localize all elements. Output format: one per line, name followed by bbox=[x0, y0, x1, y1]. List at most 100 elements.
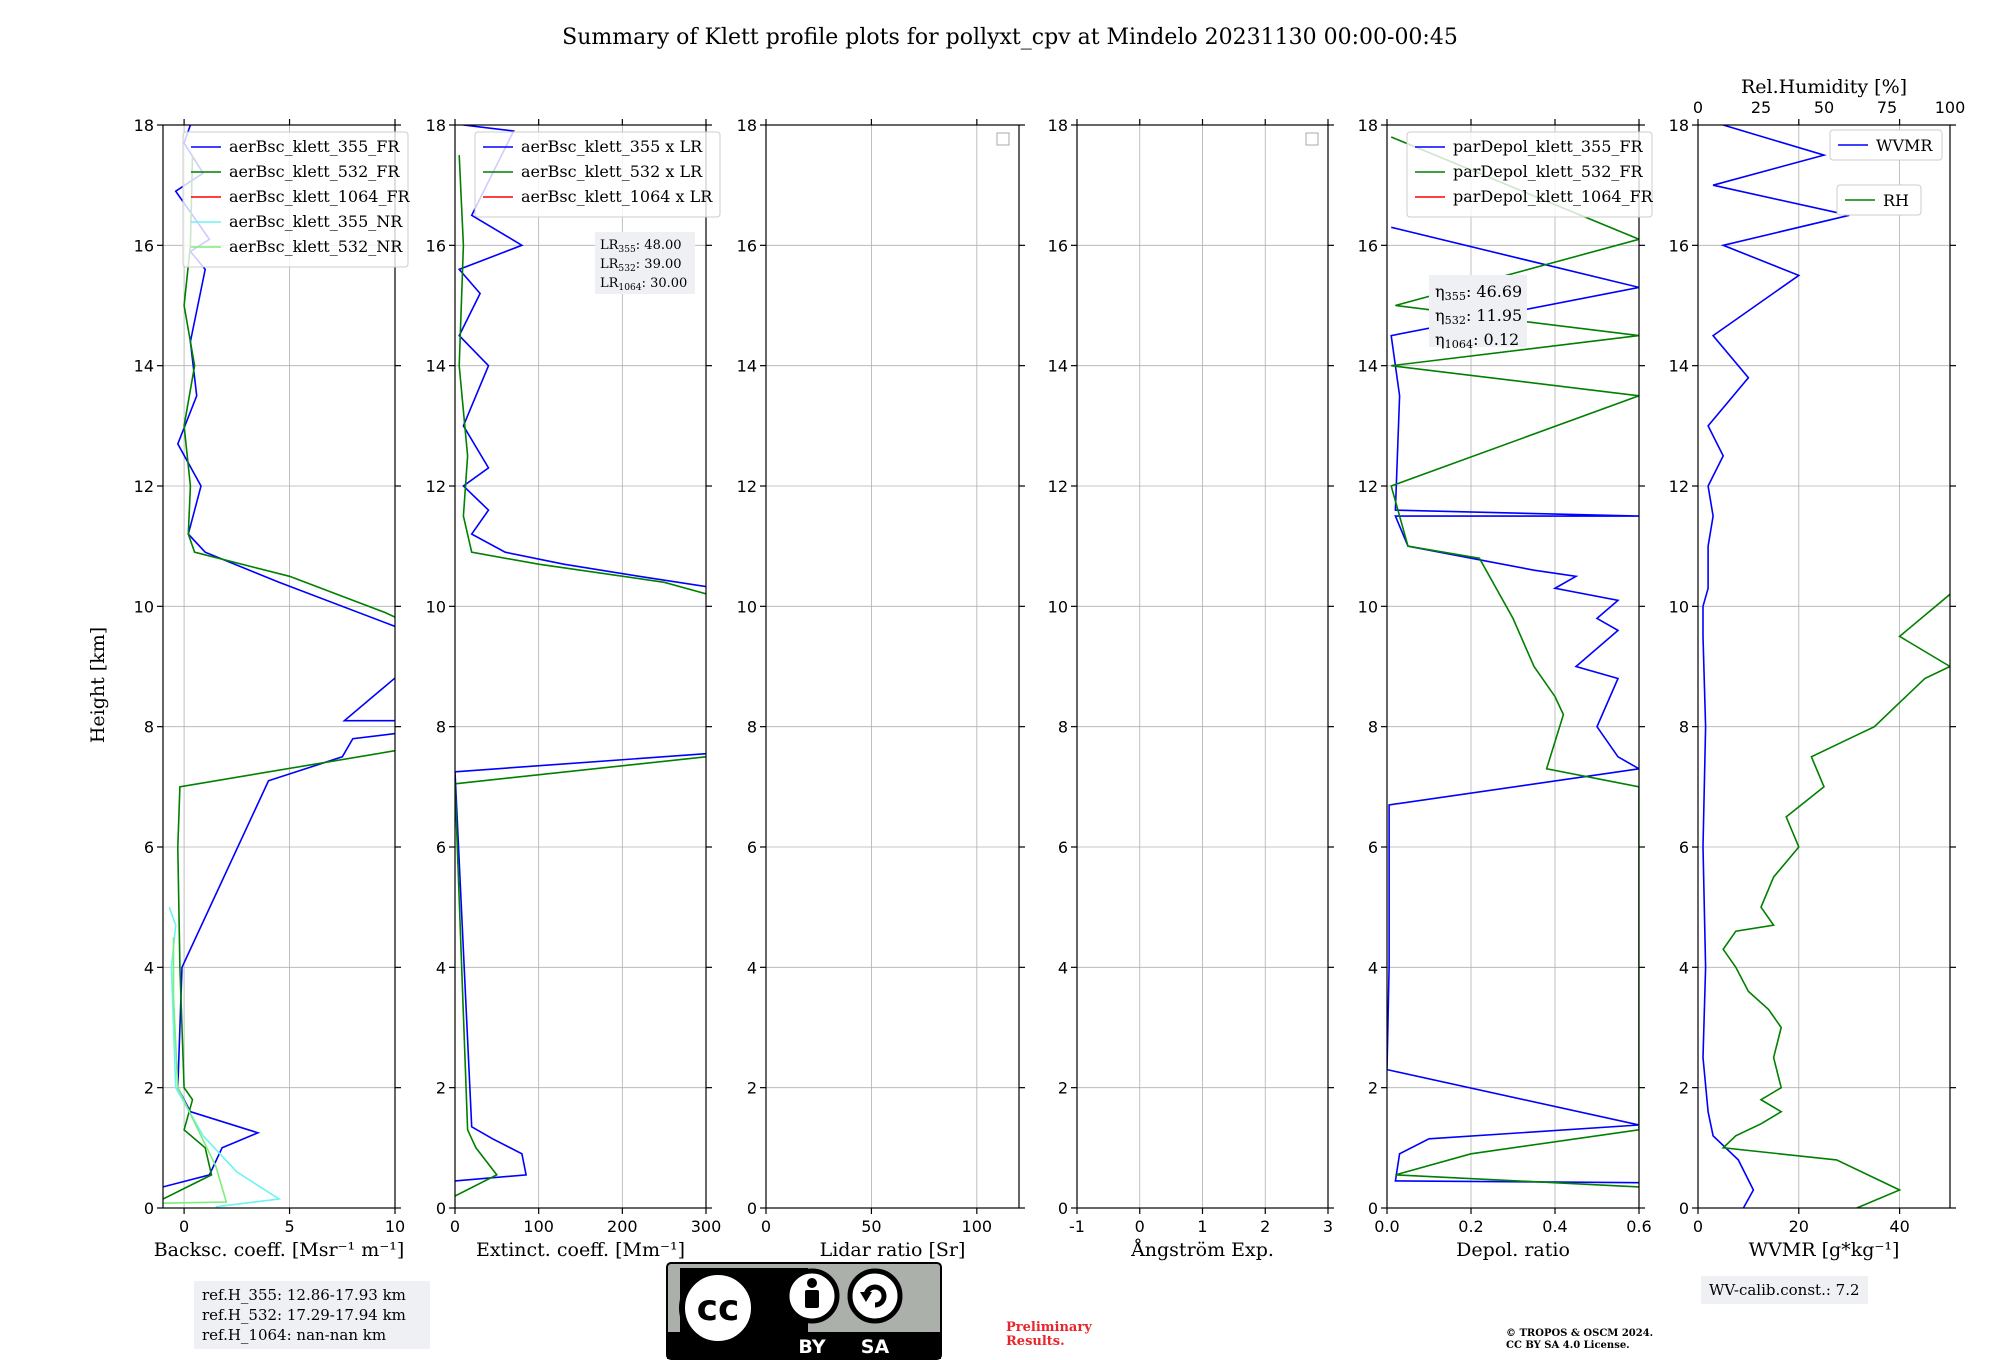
preliminary-line-1: Preliminary bbox=[1006, 1320, 1092, 1335]
y-tick-label: 6 bbox=[1679, 838, 1689, 857]
panel-depol: 0 2 4 6 8 10 12 14 16 18 0.0 0.2 0.4 0.6 Depol. ratio p… bbox=[1358, 116, 1654, 1261]
y-tick-label: 0 bbox=[1368, 1199, 1378, 1218]
legend-label: aerBsc_klett_355_FR bbox=[229, 137, 400, 156]
y-tick-label: 14 bbox=[1358, 357, 1378, 376]
eta-text: η355: 46.69 bbox=[1435, 282, 1522, 303]
y-tick-label: 16 bbox=[737, 236, 757, 255]
x-tick-label: 0.6 bbox=[1626, 1217, 1651, 1236]
y-tick-label: 14 bbox=[134, 357, 154, 376]
y-tick-label: 16 bbox=[1048, 236, 1068, 255]
eta-text: η532: 11.95 bbox=[1435, 306, 1522, 327]
y-tick-label: 4 bbox=[1058, 958, 1068, 977]
legend-label: aerBsc_klett_355 x LR bbox=[521, 137, 703, 156]
y-tick-label: 6 bbox=[1058, 838, 1068, 857]
y-tick-label: 4 bbox=[436, 958, 446, 977]
y-tick-label: 0 bbox=[1679, 1199, 1689, 1218]
legend-box bbox=[1406, 131, 1653, 218]
y-tick-label: 4 bbox=[1368, 958, 1378, 977]
y-tick-label: 10 bbox=[426, 597, 446, 616]
lr-box bbox=[595, 232, 695, 294]
y-tick-label: 16 bbox=[1669, 236, 1689, 255]
x-axis-label: Ångström Exp. bbox=[1130, 1239, 1274, 1261]
x-tick-label: 2 bbox=[1260, 1217, 1270, 1236]
x-axis-label: WVMR [g*kg⁻¹] bbox=[1749, 1239, 1900, 1261]
x-tick-label: 20 bbox=[1789, 1217, 1809, 1236]
y-tick-label: 10 bbox=[1048, 597, 1068, 616]
series-pardepol-klett-532-fr bbox=[1390, 136, 1639, 1188]
legend-label: aerBsc_klett_532_FR bbox=[229, 162, 400, 181]
figure-title: Summary of Klett profile plots for polly… bbox=[562, 25, 1458, 50]
y-axis-label: Height [km] bbox=[87, 627, 109, 743]
sa-text: SA bbox=[861, 1336, 890, 1358]
axes-frame bbox=[1386, 124, 1640, 1209]
ref-height-532: ref.H_532: 17.29-17.94 km bbox=[202, 1306, 406, 1324]
y-tick-label: 0 bbox=[747, 1199, 757, 1218]
y-tick-label: 0 bbox=[436, 1199, 446, 1218]
y-tick-label: 2 bbox=[144, 1079, 154, 1098]
y-tick-label: 0 bbox=[144, 1199, 154, 1218]
x-axis-label: Backsc. coeff. [Msr⁻¹ m⁻¹] bbox=[154, 1239, 405, 1261]
x-tick-label: 0 bbox=[179, 1217, 189, 1236]
y-tick-label: 6 bbox=[144, 838, 154, 857]
y-tick-label: 16 bbox=[134, 236, 154, 255]
y-tick-label: 8 bbox=[1058, 718, 1068, 737]
top-x-tick-label: 75 bbox=[1877, 98, 1897, 117]
x-tick-label: 50 bbox=[861, 1217, 881, 1236]
series-group bbox=[163, 125, 395, 1208]
y-tick-label: 2 bbox=[436, 1079, 446, 1098]
series-aerbsc-klett-532-fr bbox=[163, 155, 395, 1200]
legend-label: aerBsc_klett_532_NR bbox=[229, 237, 403, 256]
series-wvmr bbox=[1702, 125, 1850, 1208]
wv-calibration-box: WV-calib.const.: 7.2 bbox=[1701, 1276, 1868, 1304]
y-tick-label: 18 bbox=[1048, 116, 1068, 135]
y-tick-label: 18 bbox=[737, 116, 757, 135]
y-tick-label: 16 bbox=[426, 236, 446, 255]
top-x-axis-label: Rel.Humidity [%] bbox=[1741, 76, 1907, 98]
empty-legend-box bbox=[1305, 132, 1319, 146]
legend-box bbox=[474, 131, 721, 218]
x-tick-label: -1 bbox=[1069, 1217, 1085, 1236]
x-axis-label: Depol. ratio bbox=[1456, 1239, 1570, 1261]
y-tick-label: 18 bbox=[426, 116, 446, 135]
y-tick-label: 8 bbox=[144, 718, 154, 737]
x-tick-label: 100 bbox=[523, 1217, 554, 1236]
y-tick-label: 10 bbox=[737, 597, 757, 616]
ref-height-1064: ref.H_1064: nan-nan km bbox=[202, 1326, 387, 1344]
y-tick-label: 18 bbox=[1358, 116, 1378, 135]
legend-label-wvmr: WVMR bbox=[1876, 136, 1933, 155]
y-tick-label: 2 bbox=[1058, 1079, 1068, 1098]
y-tick-label: 8 bbox=[436, 718, 446, 737]
x-tick-label: 0 bbox=[450, 1217, 460, 1236]
copyright-note: © TROPOS & OSCM 2024. CC BY SA 4.0 Licen… bbox=[1506, 1328, 1653, 1352]
y-tick-label: 10 bbox=[134, 597, 154, 616]
x-tick-label: 100 bbox=[962, 1217, 993, 1236]
legend-box-rh bbox=[1836, 184, 1922, 216]
y-tick-label: 10 bbox=[1669, 597, 1689, 616]
y-tick-label: 12 bbox=[1669, 477, 1689, 496]
axes-frame bbox=[1697, 124, 1951, 1209]
y-tick-label: 12 bbox=[426, 477, 446, 496]
y-tick-label: 16 bbox=[1358, 236, 1378, 255]
y-tick-label: 12 bbox=[737, 477, 757, 496]
legend-box-wvmr bbox=[1829, 129, 1943, 161]
legend-label: parDepol_klett_1064_FR bbox=[1453, 187, 1654, 206]
panel-backscatter: 0 2 4 6 8 10 12 14 16 18 0 5 10 Backsc. coeff. [Msr⁻¹… bbox=[134, 116, 411, 1261]
legend-label: parDepol_klett_355_FR bbox=[1453, 137, 1644, 156]
y-tick-label: 8 bbox=[747, 718, 757, 737]
x-tick-label: 0.4 bbox=[1542, 1217, 1567, 1236]
x-axis-label: Extinct. coeff. [Mm⁻¹] bbox=[476, 1239, 685, 1261]
y-tick-label: 6 bbox=[436, 838, 446, 857]
y-tick-label: 4 bbox=[1679, 958, 1689, 977]
series-group bbox=[1387, 136, 1639, 1188]
legend-label: aerBsc_klett_1064_FR bbox=[229, 187, 411, 206]
x-tick-label: 0 bbox=[1135, 1217, 1145, 1236]
empty-legend-box bbox=[996, 132, 1010, 146]
cc-text: cc bbox=[697, 1288, 740, 1329]
share-alike-icon bbox=[847, 1268, 903, 1324]
y-tick-label: 14 bbox=[1669, 357, 1689, 376]
series-pardepol-klett-355-fr bbox=[1387, 226, 1639, 1184]
axes-frame bbox=[454, 124, 707, 1209]
